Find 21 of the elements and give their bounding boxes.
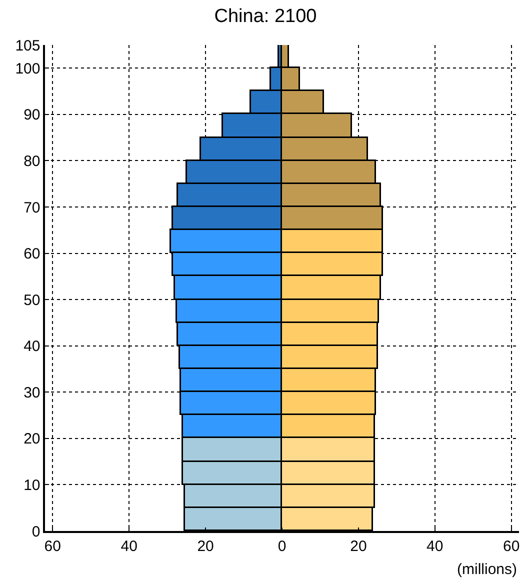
y-tick-label: 80 (24, 152, 40, 170)
y-tick-label: 30 (24, 384, 40, 402)
x-axis-title: (millions) (457, 561, 518, 578)
chart-title: China: 2100 (214, 6, 317, 28)
y-tick-label: 40 (24, 338, 40, 356)
y-tick-label: 70 (24, 199, 40, 216)
x-tick-label: 20 (197, 538, 214, 555)
y-tick-label: 20 (24, 430, 40, 448)
x-tick-label: 40 (426, 538, 444, 555)
y-tick-label: 10 (24, 476, 40, 494)
x-tick-label: 20 (350, 538, 367, 555)
y-tick-label: 50 (24, 292, 40, 309)
x-tick-label: 60 (503, 538, 520, 555)
y-tick-label: 105 (15, 37, 40, 54)
y-tick-label: 90 (24, 106, 40, 124)
y-tick-label: 60 (24, 246, 40, 263)
y-tick-label: 100 (15, 60, 40, 78)
x-tick-label: 0 (278, 538, 286, 555)
x-tick-label: 60 (44, 538, 61, 555)
y-tick-label: 0 (32, 523, 40, 540)
x-tick-label: 40 (120, 538, 138, 555)
